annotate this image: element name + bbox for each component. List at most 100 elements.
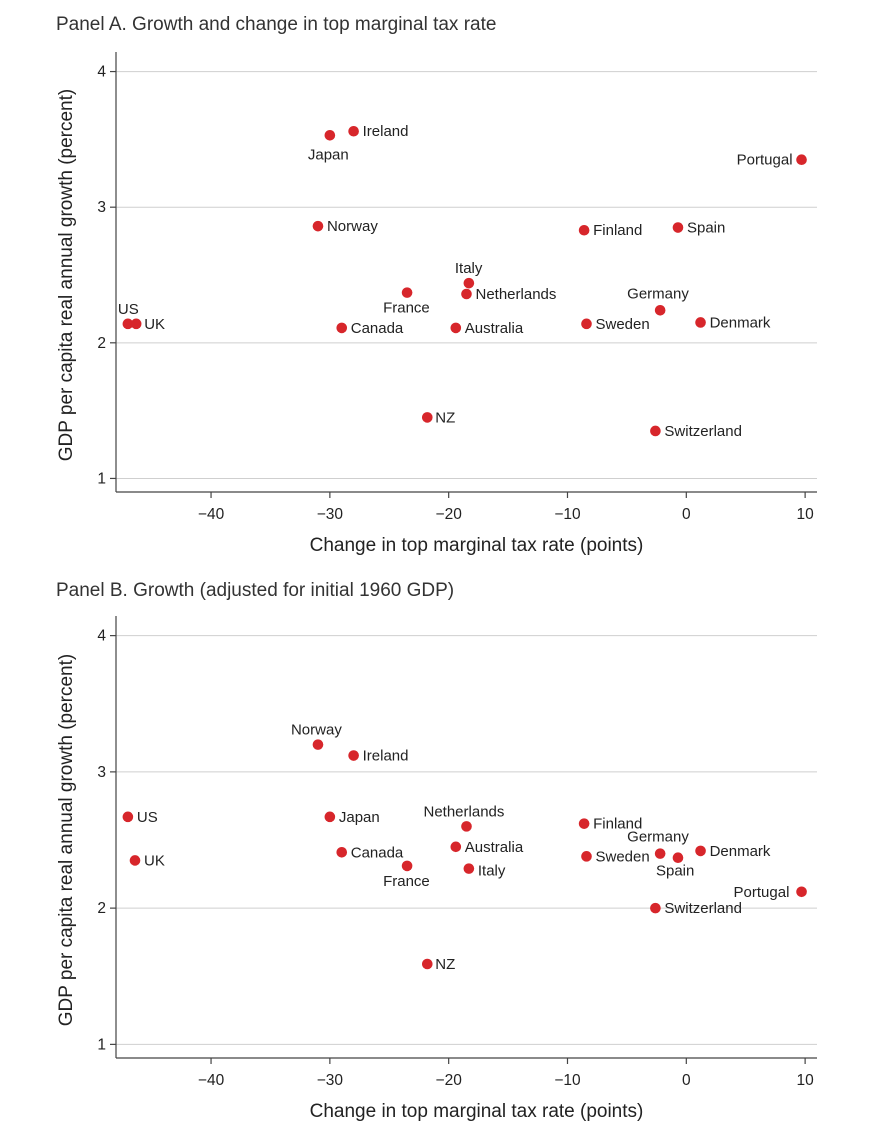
panel-b-point-label-uk: UK (144, 852, 165, 869)
panel-a-point-label-norway: Norway (327, 218, 378, 235)
panel-b-point-label-portugal: Portugal (734, 884, 790, 901)
panel-b-point-ireland (348, 750, 359, 761)
panel-a-point-finland (578, 224, 590, 236)
panel-b-y-axis-title: GDP per capita real annual growth (perce… (56, 654, 77, 1026)
panel-a-point-us (122, 318, 134, 330)
panel-a-point-label-france: France (383, 300, 430, 317)
panel-b-point-us (122, 811, 134, 823)
panel-a-point-nz (421, 412, 433, 423)
panel-b-point-netherlands (461, 821, 472, 832)
panel-a-scatter-chart: 1 2 3 4 −40 −30 −20 −10 0 10 Change in top margina… (56, 52, 817, 556)
panel-a-point-australia (450, 322, 462, 334)
panel-b-y-tick-label: 2 (97, 900, 106, 917)
panel-b-point-label-germany: Germany (627, 829, 689, 846)
panel-a-point-label-switzerland: Switzerland (664, 423, 742, 440)
panel-b-point-label-france: France (383, 873, 430, 890)
panel-a-x-axis-title: Change in top marginal tax rate (points) (310, 535, 644, 556)
panel-a-title: Panel A. Growth and change in top margin… (56, 14, 497, 35)
panel-b-point-label-nz: NZ (435, 956, 455, 973)
panel-b-x-axis-title: Change in top marginal tax rate (points) (310, 1101, 644, 1122)
panel-a-y-tick-label: 4 (97, 64, 106, 81)
panel-b-point-switzerland (650, 902, 661, 914)
panel-a-point-label-nz: NZ (435, 409, 455, 426)
panel-a-point-uk (130, 318, 142, 330)
panel-a-point-sweden (581, 318, 592, 330)
panel-a-x-tick-label: −30 (317, 506, 344, 523)
panel-a-point-france (401, 287, 413, 298)
panel-a-point-japan (324, 130, 336, 141)
panel-b-scatter-chart: 1 2 3 4 −40 −30 −20 −10 0 10 Change in top margina… (56, 616, 817, 1122)
panel-b-point-label-ireland: Ireland (363, 748, 409, 765)
panel-a-x-tick-label: −20 (436, 506, 463, 523)
panel-a-point-label-us: US (118, 301, 139, 318)
panel-a-y-tick-label: 3 (97, 199, 106, 216)
panel-a-point-denmark (695, 317, 706, 328)
panel-b-point-nz (421, 958, 433, 970)
panel-b-y-tick-label: 4 (97, 628, 106, 645)
panel-a-point-label-uk: UK (144, 316, 165, 333)
panel-a-y-tick-label: 1 (97, 470, 106, 487)
panel-a-point-italy (463, 277, 475, 289)
panel-b-x-tick-label: −10 (554, 1072, 581, 1089)
panel-a-point-germany (654, 304, 666, 316)
panel-b-x-tick-label: −40 (198, 1072, 225, 1089)
panel-a-point-label-spain: Spain (687, 220, 725, 237)
panel-b-point-germany (654, 848, 666, 859)
panel-a-point-label-japan: Japan (308, 146, 349, 163)
panel-a-point-ireland (348, 125, 359, 137)
panel-a-x-tick-label: −10 (554, 506, 581, 523)
panel-a-x-tick-label: 10 (796, 506, 814, 523)
panel-b-point-spain (672, 852, 684, 864)
panel-b-point-label-denmark: Denmark (710, 843, 771, 860)
panel-a-point-norway (312, 220, 324, 232)
panel-a-x-tick-label: 0 (682, 506, 691, 523)
panel-b-point-label-us: US (137, 809, 158, 826)
panel-b-y-tick-label: 1 (97, 1036, 106, 1053)
panel-b: Panel B. Growth (adjusted for initial 19… (0, 566, 886, 1132)
panel-b-point-label-netherlands: Netherlands (424, 803, 505, 820)
panel-b-point-label-finland: Finland (593, 816, 642, 833)
panel-b-point-portugal (796, 886, 807, 898)
panel-b-point-label-italy: Italy (478, 863, 506, 880)
panel-a-point-label-sweden: Sweden (596, 316, 650, 333)
panel-b-point-uk (129, 855, 141, 866)
panel-a-point-label-canada: Canada (351, 320, 404, 337)
panel-b-point-label-switzerland: Switzerland (664, 900, 742, 917)
panel-b-point-canada (336, 846, 348, 858)
panel-b-point-sweden (581, 851, 592, 862)
panel-b-point-australia (450, 841, 462, 853)
panel-b-point-france (401, 860, 413, 872)
panel-a-point-label-italy: Italy (455, 260, 483, 277)
panel-a-point-label-denmark: Denmark (710, 314, 771, 331)
panel-a-point-label-finland: Finland (593, 222, 642, 239)
panel-a-point-switzerland (650, 425, 661, 437)
panel-b-x-tick-label: 0 (682, 1072, 691, 1089)
panel-b-point-label-norway: Norway (291, 722, 342, 739)
panel-b-point-finland (578, 818, 590, 829)
panel-a-point-label-ireland: Ireland (363, 123, 409, 140)
panel-b-point-label-canada: Canada (351, 844, 404, 861)
panel-a-point-label-netherlands: Netherlands (476, 286, 557, 303)
panel-b-point-japan (324, 811, 336, 823)
panel-a-point-netherlands (461, 288, 472, 300)
panel-a-point-canada (336, 322, 348, 334)
panel-a-point-portugal (796, 154, 807, 166)
panel-b-title: Panel B. Growth (adjusted for initial 19… (56, 580, 455, 601)
panel-a-point-label-australia: Australia (465, 320, 524, 337)
panel-b-point-italy (463, 863, 475, 874)
panel-b-point-label-spain: Spain (656, 863, 694, 880)
panel-b-point-norway (312, 739, 324, 750)
panel-b-x-tick-label: −30 (317, 1072, 344, 1089)
panel-a-x-tick-label: −40 (198, 506, 225, 523)
panel-b-x-tick-label: −20 (436, 1072, 463, 1089)
panel-a-y-axis-title: GDP per capita real annual growth (perce… (56, 89, 77, 461)
panel-b-x-tick-label: 10 (796, 1072, 814, 1089)
panel-a-point-label-germany: Germany (627, 285, 689, 302)
panel-b-point-label-japan: Japan (339, 809, 380, 826)
panel-b-point-label-australia: Australia (465, 839, 524, 856)
panel-b-point-label-sweden: Sweden (596, 848, 650, 865)
panel-a-y-tick-label: 2 (97, 335, 106, 352)
panel-a-point-label-portugal: Portugal (737, 152, 793, 169)
panel-a: Panel A. Growth and change in top margin… (0, 0, 886, 566)
panel-b-y-tick-label: 3 (97, 764, 106, 781)
